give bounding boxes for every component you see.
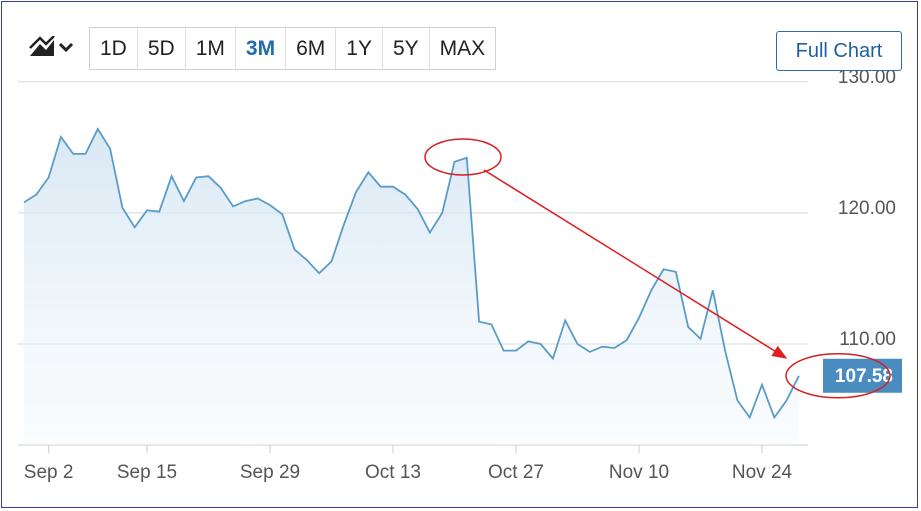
last-price-box (823, 358, 902, 393)
last-price-label: 107.58 (835, 366, 893, 387)
arrow (483, 169, 788, 359)
x-tick-label: Nov 10 (609, 462, 669, 483)
range-button[interactable]: MAX (439, 37, 486, 60)
range-selector: 1D 5D 1M 3M 6M 1Y 5Y MAX (89, 27, 497, 70)
highlight-ellipse (785, 353, 891, 399)
full-chart-button[interactable]: Full Chart (776, 31, 902, 71)
x-tick-label: Nov 24 (732, 462, 793, 483)
area (24, 129, 799, 445)
highlight-ellipse (424, 138, 502, 176)
x-tick-label: Sep 15 (117, 462, 177, 483)
range-button[interactable]: 1D (90, 28, 138, 69)
x-tick-label: Oct 27 (488, 462, 544, 483)
x-tick-label: Sep 2 (24, 462, 74, 483)
range-button[interactable]: 6M (286, 28, 337, 69)
range-button[interactable]: 5Y (383, 28, 430, 69)
range-button[interactable]: 1M (186, 28, 236, 69)
x-tick-label: Sep 29 (240, 462, 300, 483)
range-button[interactable]: 3M (236, 28, 287, 69)
y-tick-label: 130.00 (838, 67, 896, 88)
range-button[interactable]: 1Y (336, 28, 383, 69)
range-button[interactable]: 5D (138, 28, 186, 69)
price-line (23, 127, 800, 420)
chart-type-menu[interactable] (28, 36, 78, 60)
y-tick-label: 110.00 (839, 329, 896, 350)
y-tick-label: 120.00 (838, 198, 896, 219)
x-tick-label: Oct 13 (365, 462, 421, 483)
